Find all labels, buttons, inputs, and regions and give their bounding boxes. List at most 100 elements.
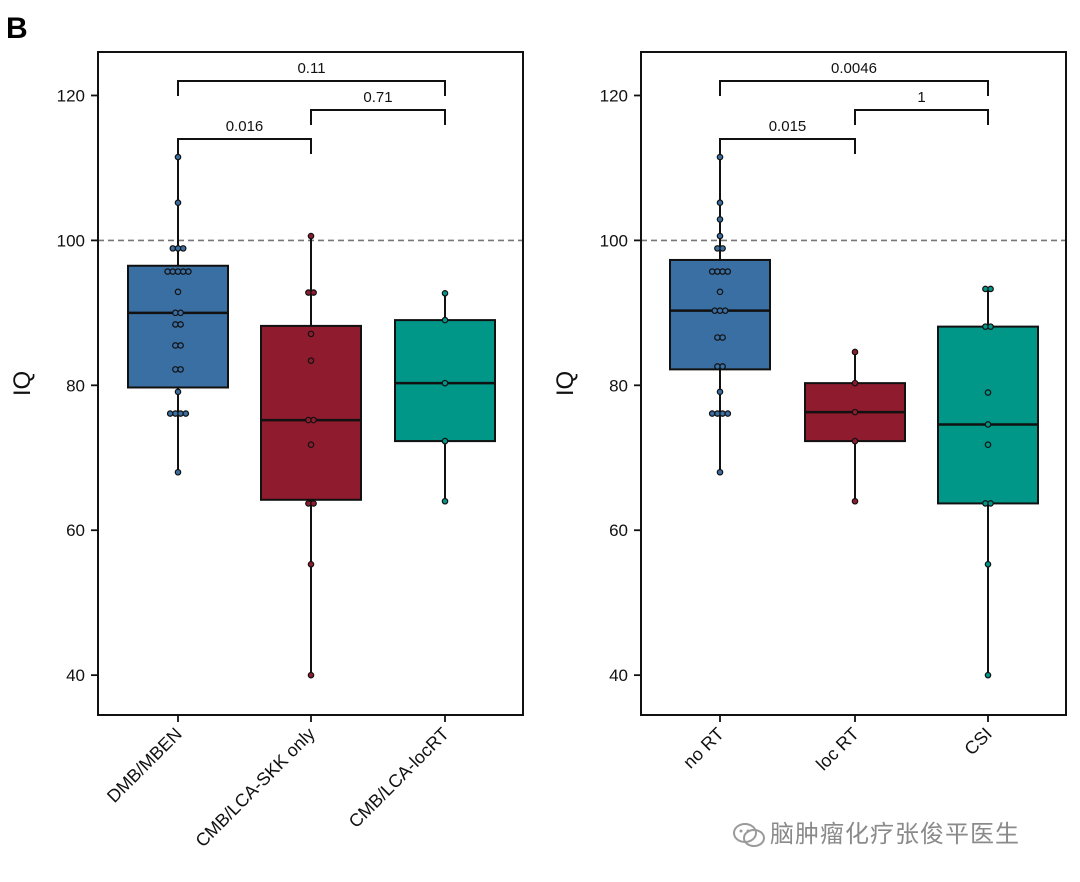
watermark: 脑肿瘤化疗张俊平医生 — [732, 814, 1020, 849]
data-point — [177, 410, 184, 417]
x-tick-label: no RT — [679, 724, 728, 773]
data-point — [714, 410, 721, 417]
right-chart-panel: 0.015 1 0.0046 40 60 80 100 120 IQ no RT loc RT CSI — [552, 51, 1067, 775]
data-point — [851, 497, 859, 505]
y-axis-label: IQ — [552, 371, 579, 396]
data-point — [851, 408, 859, 416]
comparison-bracket: 0.71 — [310, 89, 446, 125]
box-body — [260, 324, 362, 501]
p-value-label: 0.016 — [226, 118, 264, 135]
x-tick-label: CMB/LCA-SKK only — [192, 724, 319, 851]
p-value-label: 0.71 — [363, 89, 392, 106]
comparison-bracket: 0.11 — [177, 60, 446, 96]
data-point — [305, 289, 312, 296]
data-point — [987, 285, 994, 293]
data-point — [851, 437, 859, 445]
data-point — [714, 334, 721, 341]
p-value-label: 0.0046 — [831, 60, 877, 77]
data-point — [172, 366, 179, 373]
box-no-rt — [669, 153, 771, 476]
data-point — [177, 321, 184, 328]
data-point — [166, 410, 174, 417]
data-point — [307, 560, 315, 568]
data-point — [984, 389, 992, 396]
data-point — [307, 330, 315, 338]
data-point — [441, 379, 449, 387]
data-point — [174, 468, 182, 476]
data-point — [169, 268, 177, 275]
data-point — [441, 497, 449, 505]
data-point — [984, 421, 992, 428]
data-point — [716, 468, 724, 476]
data-point — [174, 268, 182, 275]
data-point — [310, 500, 317, 507]
box-body — [127, 264, 229, 389]
y-tick-label: 40 — [609, 666, 628, 685]
data-point — [984, 560, 992, 568]
data-point — [441, 316, 449, 324]
data-point — [984, 671, 992, 679]
box-dmb-mben — [127, 153, 229, 476]
data-point — [987, 500, 994, 507]
box-cmb-lca-skk-only — [260, 232, 362, 679]
data-point — [719, 410, 726, 417]
data-point — [721, 307, 729, 314]
bracket-line — [854, 108, 989, 125]
y-tick-label: 80 — [66, 376, 85, 395]
data-point — [982, 323, 989, 330]
y-tick-label: 80 — [609, 376, 628, 395]
y-tick-label: 60 — [66, 521, 85, 540]
data-point — [719, 334, 726, 341]
data-point — [714, 363, 721, 370]
data-point — [716, 199, 724, 207]
box-cmb-lca-locrt — [394, 289, 496, 505]
data-point — [172, 309, 179, 317]
data-point — [716, 153, 724, 161]
data-point — [307, 232, 315, 240]
data-point — [172, 321, 179, 328]
bracket-line — [719, 79, 989, 96]
data-point — [851, 379, 859, 387]
data-point — [714, 245, 721, 252]
data-point — [307, 357, 315, 364]
data-point — [716, 288, 724, 296]
y-tick-label: 40 — [66, 666, 85, 685]
box-loc-rt — [804, 348, 906, 505]
comparison-bracket: 1 — [854, 89, 989, 125]
plot-frame — [640, 51, 1067, 716]
box-body — [669, 258, 771, 371]
x-tick-label: loc RT — [812, 724, 863, 775]
watermark-text: 脑肿瘤化疗张俊平医生 — [770, 820, 1020, 848]
data-point — [987, 323, 994, 330]
y-tick-label: 100 — [600, 231, 628, 250]
p-value-label: 0.015 — [769, 118, 807, 135]
data-point — [174, 245, 182, 252]
bracket-line — [177, 137, 312, 154]
data-point — [716, 216, 724, 223]
data-point — [177, 342, 184, 349]
x-tick-label: CSI — [960, 724, 995, 759]
y-tick-label: 120 — [600, 86, 628, 105]
box-body — [937, 325, 1039, 505]
x-tick-label: CMB/LCA-locRT — [345, 724, 453, 832]
data-point — [172, 410, 179, 417]
data-point — [708, 268, 716, 275]
data-point — [310, 289, 317, 296]
comparison-bracket: 0.0046 — [719, 60, 989, 96]
data-point — [164, 268, 171, 275]
bracket-line — [719, 137, 856, 154]
data-point — [984, 441, 992, 449]
data-point — [711, 307, 719, 314]
data-point — [307, 441, 315, 449]
data-point — [172, 342, 179, 349]
y-axis-label: IQ — [9, 371, 36, 396]
bracket-line — [310, 108, 446, 125]
data-point — [174, 288, 182, 296]
data-point — [174, 153, 182, 161]
data-point — [310, 416, 317, 424]
data-point — [179, 245, 187, 252]
data-point — [182, 410, 190, 417]
box-csi — [937, 285, 1039, 679]
data-point — [719, 363, 726, 370]
